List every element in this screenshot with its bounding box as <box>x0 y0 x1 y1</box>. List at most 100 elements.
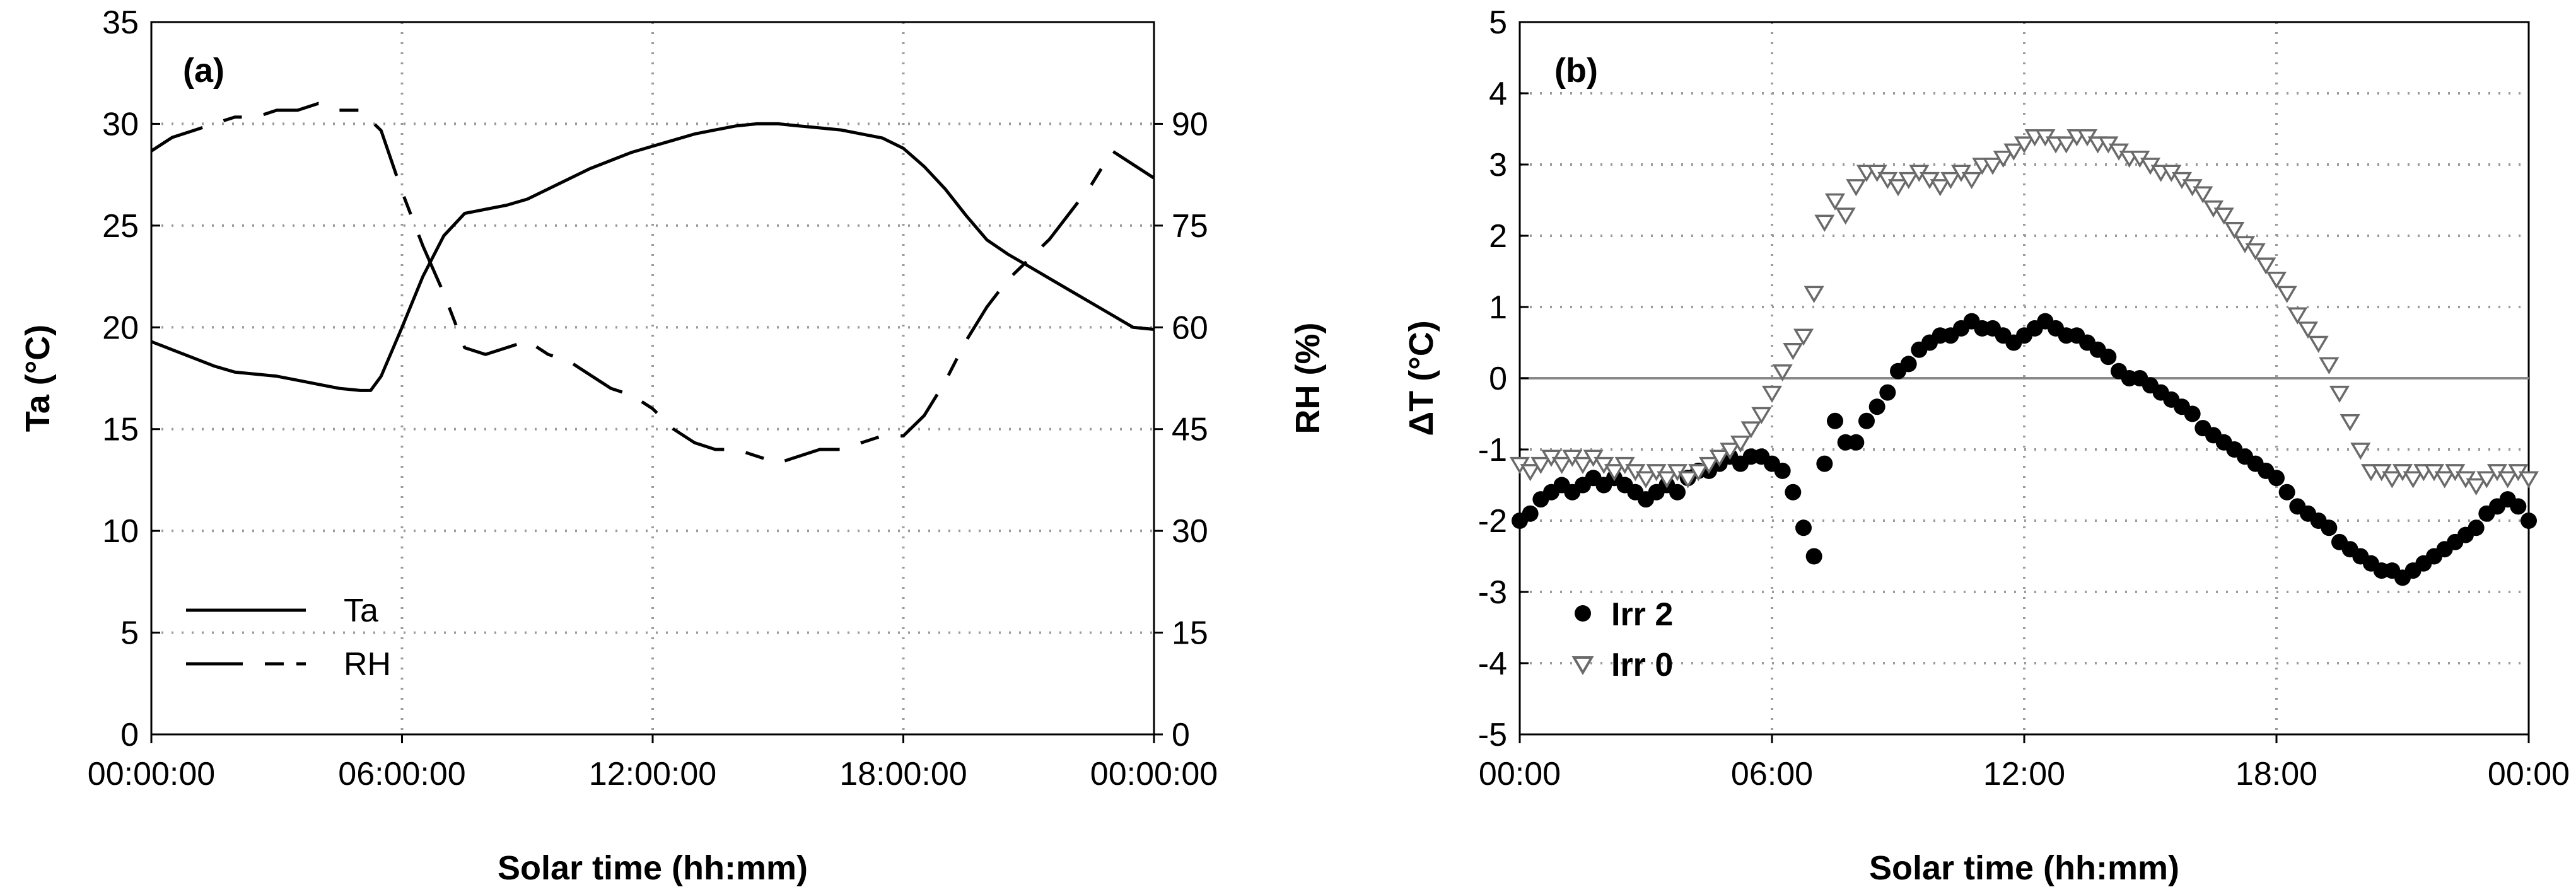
point-irr2 <box>1669 484 1686 501</box>
point-irr0 <box>2382 471 2403 489</box>
point-irr0 <box>1530 456 1551 475</box>
legend-label-ta: Ta <box>344 593 378 629</box>
x-tick-label: 00:00:00 <box>88 756 215 792</box>
point-irr0 <box>1688 464 1709 482</box>
x-tick-label: 12:00 <box>1983 756 2065 792</box>
x-tick-label: 18:00:00 <box>839 756 967 792</box>
chart-panel-a: 0 5 10 15 20 25 30 35 00:00:00 06:00:00 12:00:00 18… <box>19 4 1327 887</box>
point-irr0 <box>1961 171 1982 190</box>
point-irr0 <box>2287 307 2308 325</box>
point-irr2 <box>2184 405 2201 422</box>
legend-a: Ta RH <box>186 593 391 683</box>
point-irr0 <box>2476 471 2497 489</box>
y-tick-label: -4 <box>1478 646 1507 682</box>
y-right-tick-label: 30 <box>1172 513 1208 550</box>
point-irr2 <box>2100 349 2117 366</box>
y-tick-label: -1 <box>1478 432 1507 468</box>
legend-label-irr2: Irr 2 <box>1611 596 1673 633</box>
y-tick-label: 0 <box>120 717 139 753</box>
y-tick-label: 30 <box>102 106 139 142</box>
point-irr0 <box>2245 243 2266 261</box>
point-irr0 <box>2466 478 2486 495</box>
point-irr0 <box>1930 179 1950 197</box>
point-irr0 <box>1730 435 1751 453</box>
y-tick-label: 0 <box>1489 361 1507 397</box>
legend-b: Irr 2 Irr 0 <box>1571 596 1673 683</box>
point-irr2 <box>1868 398 1885 415</box>
y-tick-label: -2 <box>1478 503 1507 540</box>
y-tick-label: 15 <box>102 412 139 448</box>
y-tick-label: 1 <box>1489 289 1507 326</box>
point-irr2 <box>2468 519 2485 536</box>
x-tick-label: 12:00:00 <box>589 756 716 792</box>
x-tick-label: 00:00 <box>2488 756 2570 792</box>
y-right-tick-label: 75 <box>1172 208 1208 245</box>
y-tick-label: 25 <box>102 208 139 245</box>
point-irr2 <box>2321 519 2338 536</box>
point-irr0 <box>2256 257 2276 275</box>
grid-a <box>151 22 1154 734</box>
y-tick-label: 20 <box>102 310 139 346</box>
point-irr0 <box>1520 464 1541 482</box>
point-irr2 <box>1522 505 1539 522</box>
y-tick-label: 5 <box>1489 4 1507 41</box>
point-irr0 <box>1551 456 1572 475</box>
panel-label-a: (a) <box>183 52 224 90</box>
x-tick-label: 06:00 <box>1731 756 1813 792</box>
y-axis-right-label-a: RH (%) <box>1289 323 1327 434</box>
legend-label-irr0: Irr 0 <box>1611 647 1673 683</box>
point-irr0 <box>1982 158 2003 175</box>
y-tick-label: 4 <box>1489 76 1507 112</box>
point-irr0 <box>1772 364 1793 382</box>
x-tick-label: 00:00:00 <box>1090 756 1218 792</box>
point-irr0 <box>1677 471 1698 489</box>
y-tick-label: 2 <box>1489 218 1507 255</box>
point-irr2 <box>1816 455 1833 472</box>
y-tick-label: 3 <box>1489 147 1507 183</box>
point-irr0 <box>1804 286 1824 303</box>
point-irr0 <box>2350 443 2371 460</box>
point-irr0 <box>2518 471 2539 489</box>
point-irr2 <box>1785 484 1802 501</box>
point-irr0 <box>1740 421 1761 439</box>
point-irr0 <box>1940 171 1961 190</box>
point-irr0 <box>1835 207 1856 225</box>
ticks-b: -5 -4 -3 -2 -1 0 1 2 3 4 5 00:00 06:00 12:00 18:00 00:0… <box>1478 4 2570 792</box>
point-irr0 <box>1898 171 1919 190</box>
point-irr0 <box>1824 193 1846 211</box>
point-irr0 <box>2003 143 2024 161</box>
point-irr2 <box>2521 513 2537 529</box>
point-irr0 <box>1814 214 1835 232</box>
chart-panel-b: -5 -4 -3 -2 -1 0 1 2 3 4 5 00:00 06:00 12:00 18:00 00:0… <box>1402 4 2570 887</box>
point-irr2 <box>1795 519 1812 536</box>
point-irr2 <box>1774 462 1791 479</box>
point-irr0 <box>1846 179 1867 197</box>
x-axis-label-b: Solar time (hh:mm) <box>1869 849 2179 887</box>
point-irr0 <box>1761 385 1783 403</box>
point-irr2 <box>1805 548 1822 565</box>
series-line-ta <box>151 122 1155 392</box>
point-irr0 <box>2224 221 2245 240</box>
point-irr2 <box>2278 484 2295 501</box>
point-irr0 <box>2403 471 2423 489</box>
y-tick-label: 5 <box>120 615 139 652</box>
y-right-tick-label: 60 <box>1172 310 1208 346</box>
point-irr0 <box>1572 456 1594 475</box>
point-irr0 <box>2276 286 2297 303</box>
point-irr0 <box>1993 150 2014 168</box>
point-irr0 <box>1783 343 1804 361</box>
y-axis-label-b: ΔT (°C) <box>1402 320 1440 436</box>
point-irr0 <box>2014 136 2035 154</box>
x-tick-label: 06:00:00 <box>338 756 465 792</box>
point-irr2 <box>1900 356 1917 373</box>
point-irr0 <box>1657 471 1677 489</box>
point-irr0 <box>2434 471 2455 489</box>
point-irr2 <box>1879 384 1896 401</box>
point-irr0 <box>2308 335 2329 353</box>
point-irr0 <box>1751 407 1772 424</box>
point-irr2 <box>1858 412 1875 429</box>
point-irr0 <box>2266 272 2287 289</box>
point-irr0 <box>1709 449 1730 467</box>
x-tick-label: 00:00 <box>1479 756 1561 792</box>
